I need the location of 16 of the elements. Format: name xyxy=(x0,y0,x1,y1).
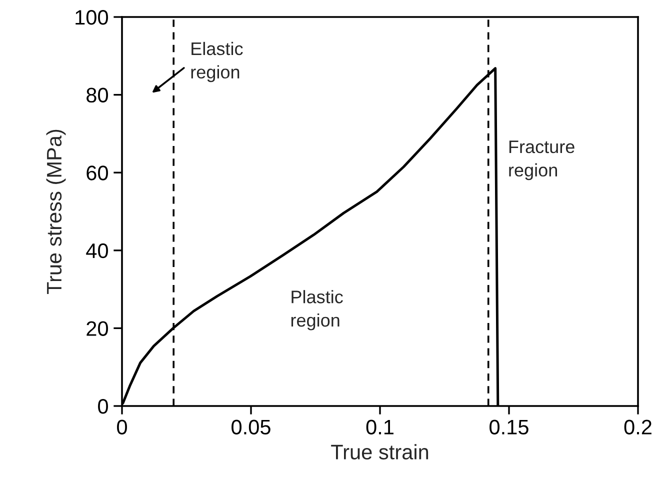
y-tick-label: 80 xyxy=(86,88,108,103)
annotation: Plastic region xyxy=(291,290,343,330)
y-tick-label: 100 xyxy=(76,10,108,25)
y-tick-label: 60 xyxy=(86,166,108,180)
x-tick-label: 0.1 xyxy=(366,420,394,434)
y-axis-title: True stress (MPa) xyxy=(46,130,66,294)
x-tick-label: 0 xyxy=(117,420,127,434)
x-axis-title: True strain xyxy=(331,444,428,460)
x-tick-label: 0.05 xyxy=(232,420,270,434)
annotation: Elastic region xyxy=(191,42,243,82)
y-tick-label: 40 xyxy=(86,243,108,258)
y-tick-label: 20 xyxy=(86,321,108,336)
annotation: Fracture region xyxy=(509,140,574,180)
x-tick-label: 0.2 xyxy=(624,420,652,434)
x-tick-label: 0.15 xyxy=(490,420,528,434)
y-tick-label: 0 xyxy=(98,399,108,414)
